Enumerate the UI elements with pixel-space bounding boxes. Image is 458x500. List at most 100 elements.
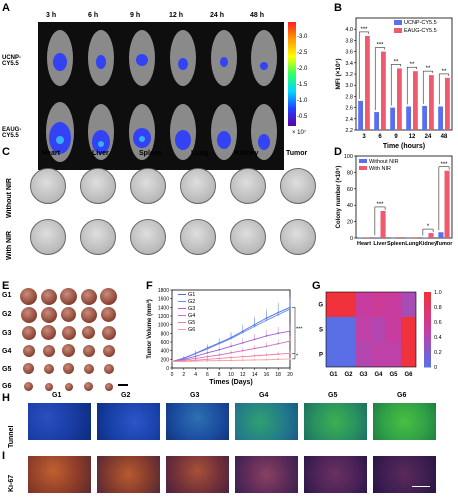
petri-dish <box>230 219 266 255</box>
data-point <box>206 359 209 362</box>
colorbar-segment <box>424 355 431 360</box>
tumor-specimen <box>82 344 95 357</box>
y-axis-label: Colony number (×10⁵) <box>336 166 342 229</box>
bar <box>412 237 418 238</box>
data-point <box>194 355 197 358</box>
significance-bracket <box>374 206 386 236</box>
colorbar-tick: -3.0 <box>297 34 308 40</box>
bar <box>428 233 434 238</box>
bar <box>390 237 396 239</box>
significance-bracket <box>358 31 370 99</box>
data-point <box>218 357 221 360</box>
y-tick-label: 0 <box>166 366 169 372</box>
colorbar-tick: -1.5 <box>297 82 308 88</box>
petri-dish <box>30 219 66 255</box>
bar <box>374 237 380 238</box>
panel-label-b: B <box>334 2 342 14</box>
significance-bracket <box>406 66 418 105</box>
tissue-image <box>28 403 91 440</box>
panel-label-e: E <box>2 280 10 292</box>
colorbar-segment <box>424 318 431 323</box>
organ-label: Liver <box>92 150 109 157</box>
petri-dish <box>230 168 266 204</box>
data-point <box>277 332 280 335</box>
tumor-specimen <box>60 288 77 305</box>
colorbar-segment <box>424 292 431 297</box>
tissue-image <box>235 456 298 493</box>
data-point <box>194 357 197 360</box>
colorbar-tick: 0 <box>434 365 437 371</box>
significance-bracket <box>292 307 296 354</box>
bar <box>438 106 443 130</box>
petri-dish <box>130 219 166 255</box>
significance-marker: *** <box>360 27 368 33</box>
significance-bracket <box>390 64 402 106</box>
significance-marker: *** <box>376 43 384 49</box>
row-label: S <box>319 328 323 334</box>
x-tick-label: Lung <box>405 241 418 247</box>
heatmap-cell <box>371 292 386 317</box>
data-point <box>289 330 291 333</box>
y-tick-label: 20 <box>347 220 353 226</box>
legend-label: G5 <box>188 320 195 326</box>
tumor-specimen <box>82 326 95 339</box>
legend-label: UCNP-CY5.5 <box>404 20 437 26</box>
colorbar-segment <box>424 329 431 334</box>
x-tick-label: 20 <box>287 372 293 378</box>
tumor-specimen <box>62 344 75 357</box>
data-point <box>253 359 256 361</box>
colorbar-segment <box>424 348 431 353</box>
colorbar-segment <box>424 344 431 349</box>
y-tick-label: 2.2 <box>345 128 353 134</box>
data-point <box>289 308 291 310</box>
x-tick-label: 10 <box>228 372 234 378</box>
colorbar-segment <box>424 337 431 342</box>
y-tick-label: 1400 <box>158 305 169 311</box>
column-label: G2 <box>344 372 353 378</box>
y-tick-label: 3.6 <box>345 50 353 56</box>
heatmap-cell <box>326 317 341 342</box>
data-point <box>265 345 268 348</box>
data-point <box>230 351 232 354</box>
group-label: G4 <box>2 348 12 355</box>
panel-label-d: D <box>334 146 342 158</box>
significance-marker: * <box>296 354 299 360</box>
heatmap-cell <box>386 292 401 317</box>
legend-swatch <box>359 159 367 163</box>
panel-label-a: A <box>2 2 10 14</box>
time-label: 24 h <box>210 12 225 19</box>
y-tick-label: 80 <box>347 170 353 176</box>
heatmap-cell <box>341 292 356 317</box>
colorbar-segment <box>424 363 431 368</box>
tissue-image <box>373 403 436 440</box>
tumor-specimen <box>103 363 114 374</box>
tumor-specimen <box>80 306 97 323</box>
y-tick-label: 2.6 <box>345 106 353 112</box>
x-tick-label: Kidney <box>419 241 438 247</box>
heatmap-cell <box>401 292 416 317</box>
significance-bracket <box>438 73 450 105</box>
x-tick-label: 3 <box>362 134 366 140</box>
bar <box>397 68 402 130</box>
row-label-ki67: Ki-67 <box>8 474 15 492</box>
y-tick-label: 60 <box>347 187 353 193</box>
data-point <box>206 355 209 358</box>
petri-dish <box>280 219 316 255</box>
heatmap-cell <box>401 317 416 342</box>
data-point <box>206 348 209 350</box>
data-point <box>265 319 268 322</box>
heatmap-cell <box>371 342 386 367</box>
bar <box>358 100 363 130</box>
bar <box>396 237 402 238</box>
colorbar-a <box>288 22 296 126</box>
colorbar-tick: 1.0 <box>434 290 442 296</box>
significance-marker: ** <box>410 62 415 68</box>
data-point <box>218 348 221 351</box>
y-axis-label: MFI (×10⁷) <box>335 58 342 89</box>
bar <box>413 71 418 130</box>
tumor-specimen <box>20 306 37 323</box>
colorbar-segment <box>424 333 431 338</box>
plot-frame <box>355 17 453 131</box>
data-point <box>241 359 244 362</box>
panel-label-c: C <box>2 146 10 158</box>
